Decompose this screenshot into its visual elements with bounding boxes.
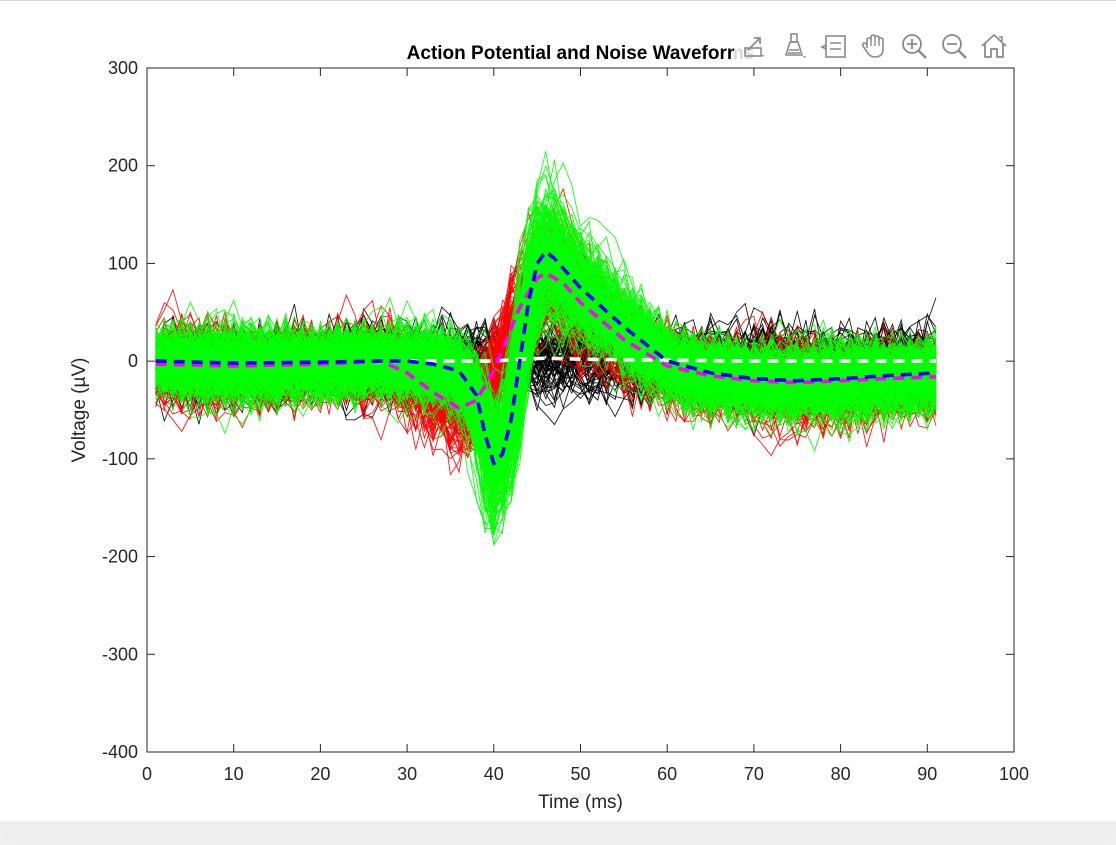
cluster2-trace	[155, 230, 937, 469]
axes-toolbar	[734, 27, 1013, 65]
y-tick-label: -400	[102, 742, 138, 762]
x-tick-label: 10	[224, 764, 244, 784]
x-tick-label: 80	[831, 764, 851, 784]
x-tick-label: 50	[570, 764, 590, 784]
cluster2-trace	[155, 244, 937, 463]
x-tick-label: 70	[744, 764, 764, 784]
x-tick-label: 40	[484, 764, 504, 784]
cluster2-trace	[155, 282, 937, 471]
window-bottom-strip	[0, 821, 1116, 845]
data-tips-button[interactable]	[814, 27, 853, 65]
x-tick-label: 100	[999, 764, 1029, 784]
y-axis-label: Voltage (µV)	[69, 358, 90, 463]
y-tick-label: 300	[108, 58, 138, 78]
zoom-in-button[interactable]	[894, 27, 933, 65]
chart-title: Action Potential and Noise Waveforms	[407, 43, 755, 64]
brush-button[interactable]	[774, 27, 813, 65]
cluster2-mean-line[interactable]	[155, 249, 937, 466]
x-tick-label: 30	[397, 764, 417, 784]
y-tick-label: 100	[108, 253, 138, 273]
cluster2-trace	[155, 252, 937, 455]
x-tick-label: 60	[657, 764, 677, 784]
cluster2-trace	[155, 230, 937, 485]
home-icon	[980, 34, 1007, 58]
export-icon	[743, 37, 764, 57]
x-tick-label: 20	[310, 764, 330, 784]
x-axis-label: Time (ms)	[538, 792, 623, 813]
home-button[interactable]	[974, 27, 1013, 65]
cluster2-trace	[155, 246, 937, 489]
zoom-in-icon	[901, 34, 927, 59]
y-tick-label: 200	[108, 156, 138, 176]
cluster2-trace	[155, 263, 937, 459]
y-tick-label: -300	[102, 644, 138, 664]
x-tick-label: 0	[142, 764, 152, 784]
y-tick-label: -200	[102, 547, 138, 567]
pan-button[interactable]	[854, 27, 893, 65]
zoom-out-icon	[941, 34, 967, 59]
cluster1-mean-line[interactable]	[155, 271, 937, 410]
export-button[interactable]	[734, 27, 773, 65]
x-tick-label: 90	[917, 764, 937, 784]
pan-icon	[861, 34, 884, 58]
data-tips-icon	[819, 35, 846, 58]
y-tick-label: 0	[128, 351, 138, 371]
cluster2-trace	[155, 235, 937, 482]
cluster2-trace	[155, 246, 937, 491]
zoom-out-button[interactable]	[934, 27, 973, 65]
brush-icon	[784, 33, 806, 58]
y-tick-label: -100	[102, 449, 138, 469]
